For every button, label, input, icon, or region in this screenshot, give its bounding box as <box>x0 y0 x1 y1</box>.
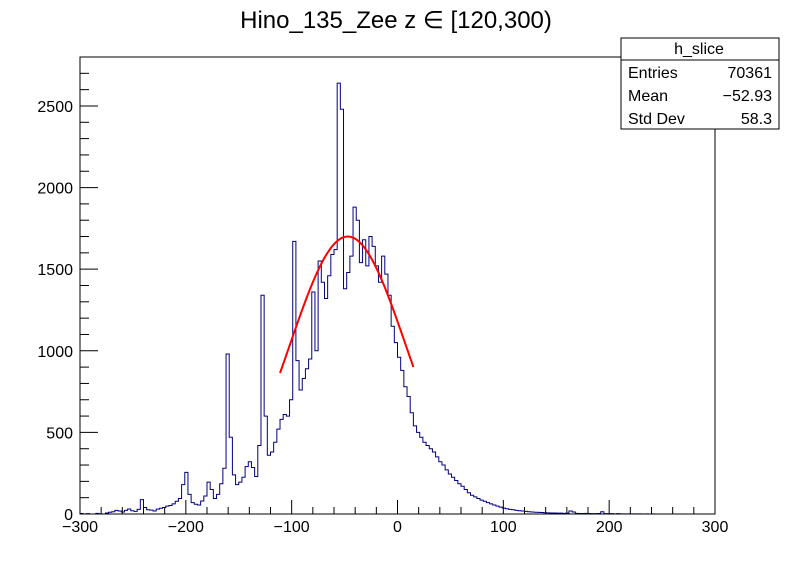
stats-box-frame <box>620 37 780 130</box>
x-tick-label: 0 <box>393 519 402 536</box>
y-tick-label: 0 <box>64 507 73 524</box>
y-tick-label: 2000 <box>37 181 73 198</box>
gaussian-fit-curve <box>279 235 415 374</box>
x-tick-label: −100 <box>274 519 310 536</box>
x-tick-label: 300 <box>702 519 729 536</box>
plot-area <box>79 82 715 515</box>
stats-mean-value: −52.93 <box>723 88 772 105</box>
chart-title: Hino_135_Zee z ∈ [120,300) <box>240 7 552 34</box>
y-tick-label: 1500 <box>37 262 73 279</box>
stats-box: h_slice Entries 70361 Mean −52.93 Std De… <box>620 37 780 130</box>
axes: −300 −200 −100 0 100 200 300 0 500 1000 1500 2000 25… <box>37 56 729 536</box>
x-tick-label: 100 <box>490 519 517 536</box>
x-tick-label: −200 <box>168 519 204 536</box>
y-tick-label: 1000 <box>37 344 73 361</box>
y-tick-label: 500 <box>46 425 73 442</box>
stats-mean-label: Mean <box>628 88 668 105</box>
x-tick-label: 200 <box>596 519 623 536</box>
histogram-series <box>79 82 715 515</box>
stats-entries-label: Entries <box>628 65 678 82</box>
x-tick-label: −300 <box>62 519 98 536</box>
stats-entries-value: 70361 <box>728 65 773 82</box>
stats-stddev-value: 58.3 <box>741 111 772 128</box>
y-tick-label: 2500 <box>37 99 73 116</box>
stats-box-title: h_slice <box>674 41 724 58</box>
stats-stddev-label: Std Dev <box>628 111 685 128</box>
